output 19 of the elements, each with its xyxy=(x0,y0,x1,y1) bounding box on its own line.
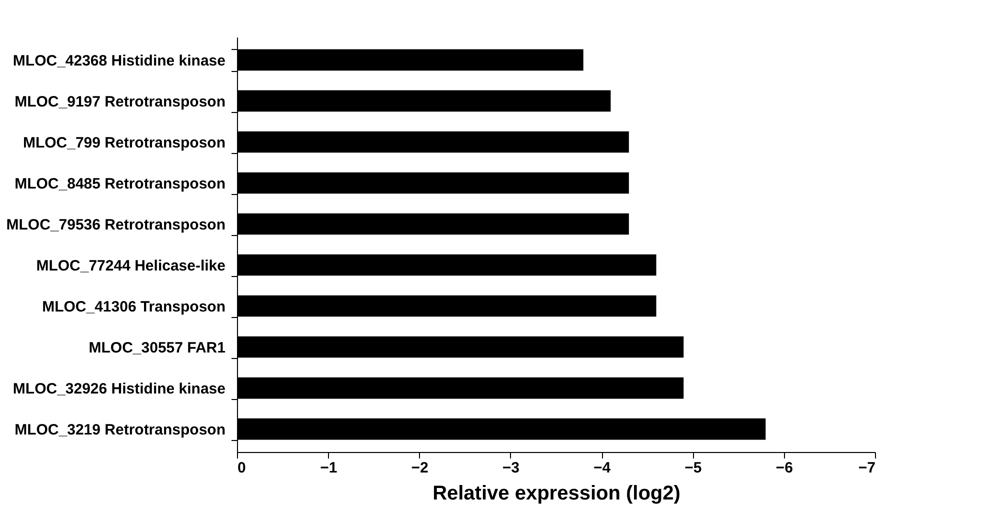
x-axis-title: Relative expression (log2) xyxy=(432,482,680,504)
x-tick-label: −5 xyxy=(684,460,702,476)
y-tick-label: MLOC_8485 Retrotransposon xyxy=(14,175,226,192)
y-tick-label: MLOC_799 Retrotransposon xyxy=(22,134,226,152)
y-tick-label: MLOC_42368 Histidine kinase xyxy=(12,52,226,70)
x-tick-label: −7 xyxy=(858,460,876,476)
x-tick-label: −6 xyxy=(776,460,793,476)
x-tick-label: −1 xyxy=(320,460,338,476)
y-tick-label: MLOC_79536 Retrotransposon xyxy=(6,216,226,234)
y-tick-label: MLOC_30557 FAR1 xyxy=(88,340,226,357)
x-tick-label: −4 xyxy=(594,460,612,476)
y-tick-label: MLOC_9197 Retrotransposon xyxy=(14,93,226,110)
y-tick-label: MLOC_41306 Transposon xyxy=(42,298,226,316)
x-tick-label: 0 xyxy=(238,460,246,476)
x-tick-label: −2 xyxy=(411,460,428,476)
x-tick-label: −3 xyxy=(502,460,520,476)
y-tick-label: MLOC_32926 Histidine kinase xyxy=(12,380,226,398)
y-tick-label: MLOC_3219 Retrotransposon xyxy=(14,422,226,439)
y-tick-label: MLOC_77244 Helicase-like xyxy=(36,258,226,275)
